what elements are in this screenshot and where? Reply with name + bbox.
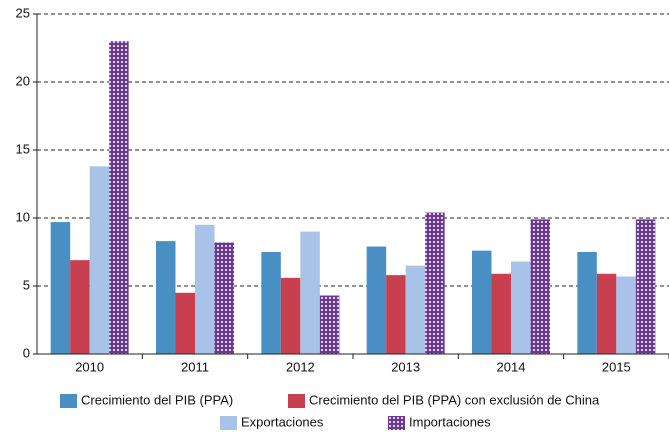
- legend-label: Crecimiento del PIB (PPA) con exclusión …: [309, 392, 600, 407]
- legend-swatch: [288, 394, 305, 408]
- bar: [366, 246, 387, 354]
- bar: [70, 260, 90, 354]
- bar: [472, 250, 492, 354]
- y-tick-label: 0: [23, 345, 30, 360]
- bar: [616, 276, 636, 354]
- bar: [89, 166, 110, 354]
- x-tick-label: 2015: [602, 359, 631, 374]
- bar: [261, 252, 281, 354]
- bar: [300, 231, 320, 354]
- bar: [175, 292, 195, 354]
- bar: [511, 261, 531, 354]
- bar: [491, 273, 511, 354]
- bar: [109, 41, 129, 354]
- y-tick-label: 25: [16, 5, 30, 20]
- bar: [425, 212, 445, 354]
- y-tick-label: 20: [16, 73, 30, 88]
- bar: [280, 277, 301, 354]
- x-tick-label: 2012: [286, 359, 315, 374]
- legend-swatch: [220, 416, 237, 430]
- x-tick-label: 2011: [181, 359, 209, 374]
- x-tick-label: 2014: [497, 359, 526, 374]
- x-tick-label: 2010: [75, 359, 104, 374]
- bar: [195, 224, 215, 354]
- bar: [530, 219, 550, 354]
- legend-label: Exportaciones: [241, 414, 324, 429]
- bar: [577, 252, 597, 354]
- bar: [50, 222, 71, 354]
- y-tick-label: 15: [16, 141, 30, 156]
- legend-label: Importaciones: [409, 414, 491, 429]
- y-tick-label: 5: [23, 277, 30, 292]
- bar: [635, 219, 656, 354]
- bar: [386, 275, 406, 354]
- legend-swatch: [60, 394, 77, 408]
- bar: [156, 241, 176, 354]
- legend-swatch: [388, 416, 405, 430]
- bar: [214, 242, 234, 354]
- bar: [319, 295, 340, 354]
- bar: [596, 273, 617, 354]
- legend-label: Crecimiento del PIB (PPA): [81, 392, 233, 407]
- x-tick-label: 2013: [391, 359, 420, 374]
- y-tick-label: 10: [16, 209, 30, 224]
- bar: [405, 265, 426, 354]
